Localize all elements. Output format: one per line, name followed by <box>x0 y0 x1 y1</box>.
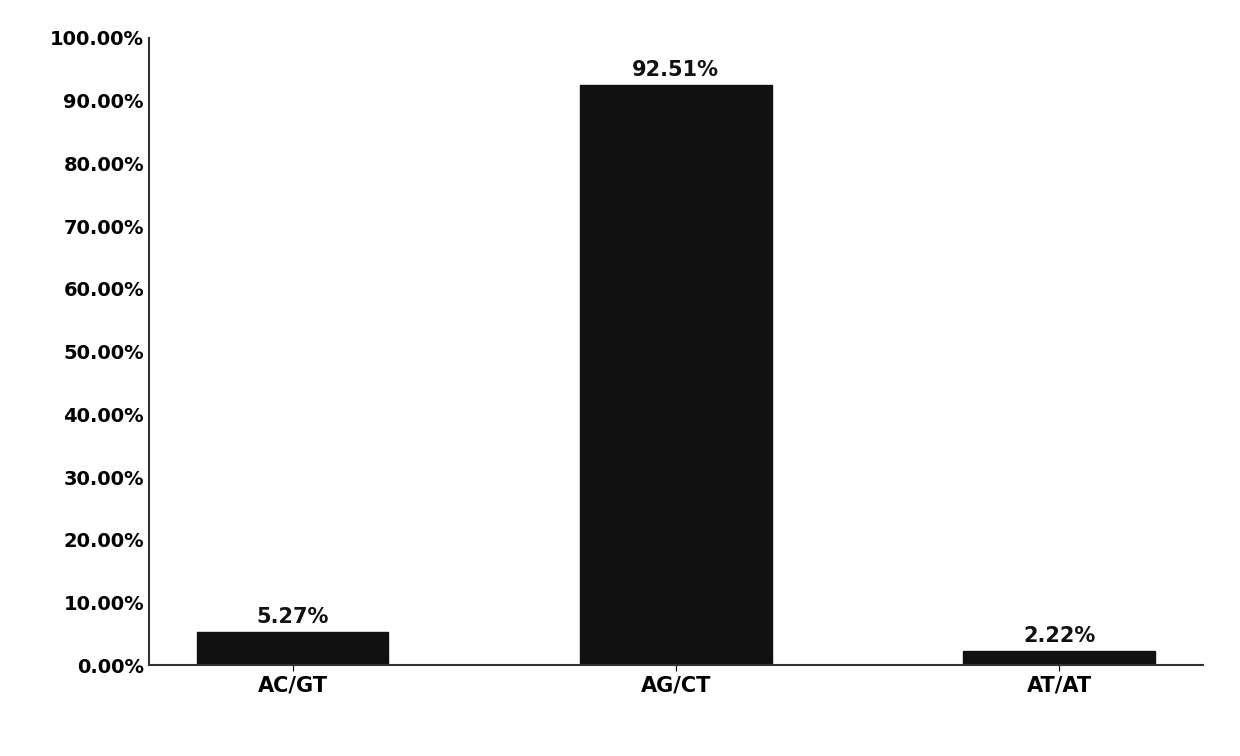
Bar <box>963 652 1154 665</box>
Text: 5.27%: 5.27% <box>257 607 329 627</box>
Bar <box>580 85 771 665</box>
Bar <box>197 632 388 665</box>
Text: 92.51%: 92.51% <box>632 60 719 80</box>
Text: 2.22%: 2.22% <box>1023 626 1095 646</box>
